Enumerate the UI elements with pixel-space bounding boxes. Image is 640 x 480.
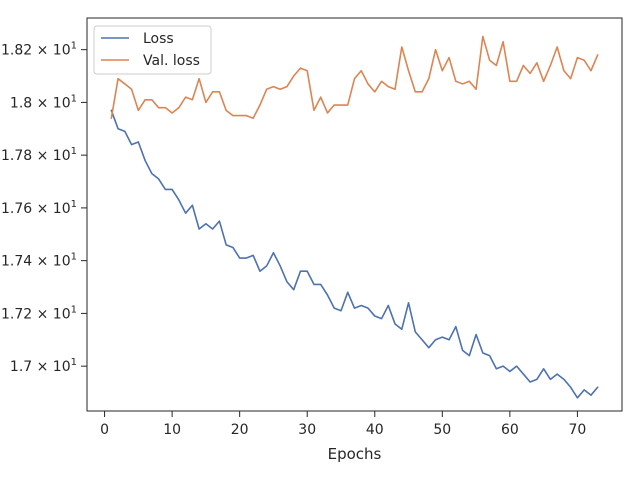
x-tick-label: 70 (569, 422, 587, 438)
y-tick-label: 1.72 × 101 (1, 304, 77, 322)
plot-frame (86, 17, 623, 412)
plot-area (86, 17, 623, 412)
x-tick-label: 40 (366, 422, 384, 438)
y-tick-label: 1.8 × 101 (10, 93, 77, 111)
x-axis: 0 10 20 30 40 50 60 70 (100, 411, 586, 438)
legend-label-val-loss: Val. loss (143, 53, 200, 69)
series-line-val-loss (110, 35, 599, 120)
series-layer (110, 35, 599, 399)
x-tick-label: 30 (298, 422, 316, 438)
legend-label-loss: Loss (143, 31, 174, 47)
y-tick-label: 1.78 × 101 (1, 146, 77, 164)
x-axis-label: Epochs (328, 445, 382, 463)
x-tick-label: 0 (100, 422, 109, 438)
x-tick-label: 10 (163, 422, 181, 438)
series-line-loss (110, 109, 599, 399)
legend: Loss Val. loss (93, 25, 212, 75)
x-tick-label: 50 (433, 422, 451, 438)
x-tick-label: 20 (231, 422, 249, 438)
y-tick-label: 1.82 × 101 (1, 41, 77, 59)
y-tick-label: 1.7 × 101 (10, 357, 77, 375)
x-tick-label: 60 (501, 422, 519, 438)
y-tick-label: 1.74 × 101 (1, 252, 77, 270)
y-tick-label: 1.76 × 101 (1, 199, 77, 217)
y-axis: 1.7 × 101 1.72 × 101 1.74 × 101 1.76 × 101 1… (1, 41, 87, 375)
